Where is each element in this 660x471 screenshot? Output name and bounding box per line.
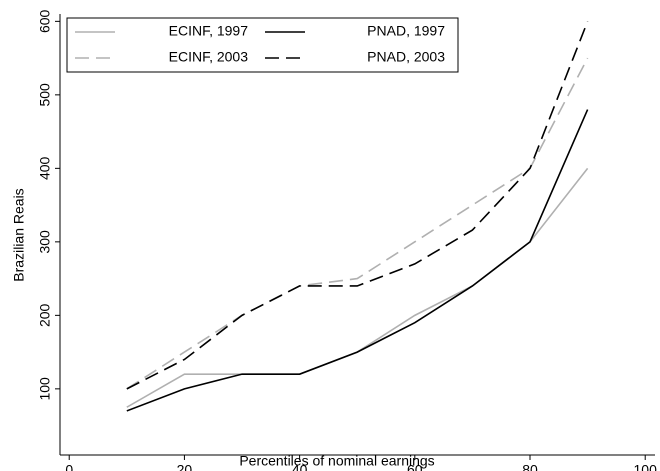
- y-axis-label: Brazilian Reais: [11, 188, 27, 281]
- x-tick-label: 80: [522, 462, 538, 471]
- y-tick-label: 200: [37, 303, 53, 327]
- y-tick-label: 400: [37, 156, 53, 180]
- series-line: [126, 57, 589, 390]
- legend-label: PNAD, 1997: [367, 23, 445, 39]
- legend-label: PNAD, 2003: [367, 49, 445, 65]
- y-tick-label: 600: [37, 9, 53, 33]
- x-tick-label: 100: [634, 462, 658, 471]
- x-tick-label: 40: [292, 462, 308, 471]
- x-tick-label: 60: [407, 462, 423, 471]
- y-tick-label: 500: [37, 83, 53, 107]
- x-tick-label: 20: [177, 462, 193, 471]
- x-axis-label: Percentiles of nominal earnings: [239, 453, 434, 469]
- x-tick-label: 0: [65, 462, 73, 471]
- y-tick-label: 300: [37, 230, 53, 254]
- y-tick-label: 100: [37, 377, 53, 401]
- series-line: [126, 109, 589, 412]
- legend-box: [66, 17, 459, 73]
- legend-label: ECINF, 2003: [169, 49, 249, 65]
- series-line: [126, 21, 589, 390]
- legend-label: ECINF, 1997: [169, 23, 249, 39]
